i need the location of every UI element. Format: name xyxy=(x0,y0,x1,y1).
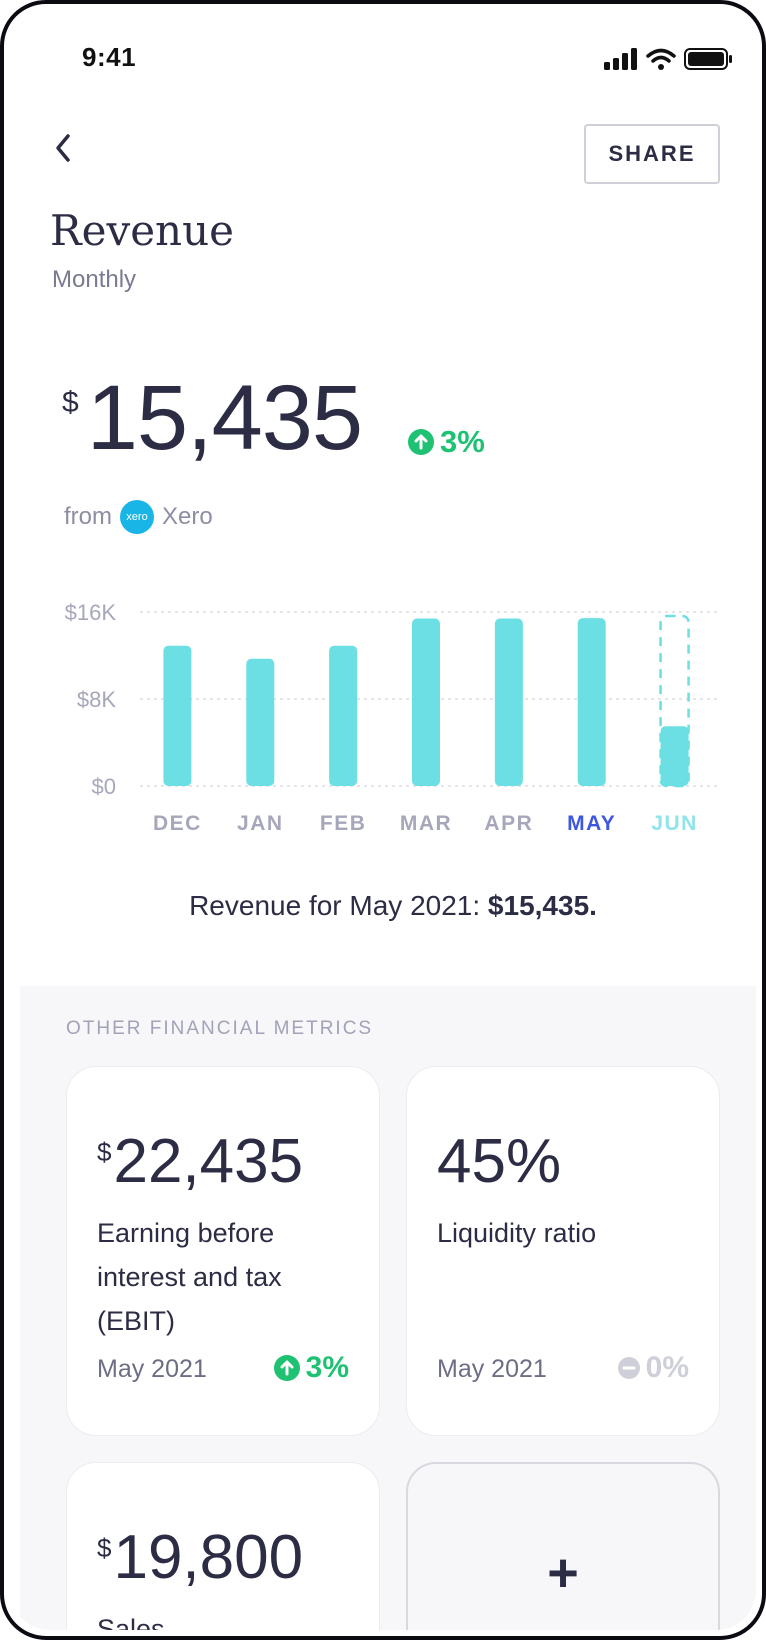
metric-date: May 2021 xyxy=(437,1355,547,1383)
bar-may[interactable] xyxy=(577,618,606,786)
metric-value: $ 19,800 xyxy=(97,1523,303,1593)
metric-date: May 2021 xyxy=(97,1355,207,1383)
chevron-left-icon xyxy=(56,134,70,162)
data-source: from xero Xero xyxy=(64,500,213,534)
revenue-change: 3% xyxy=(408,424,485,460)
wifi-icon xyxy=(646,48,676,70)
metrics-heading: OTHER FINANCIAL METRICS xyxy=(66,1018,374,1039)
y-tick-label: $0 xyxy=(92,774,116,799)
metric-label: Sales xyxy=(97,1614,165,1630)
metric-card-liquidity[interactable]: 45% Liquidity ratio May 2021 0% xyxy=(406,1066,720,1436)
minus-circle-icon xyxy=(617,1357,640,1379)
source-name: Xero xyxy=(162,503,213,530)
metric-label: Liquidity ratio xyxy=(437,1218,597,1248)
revenue-chart: $16K $8K $0 DEC JAN FEB MAR APR MAY JUN xyxy=(65,600,720,835)
y-tick-label: $8K xyxy=(77,687,116,712)
status-icons xyxy=(604,48,732,70)
metric-number: 45% xyxy=(437,1127,562,1196)
metric-change-value: 3% xyxy=(305,1351,349,1384)
metric-currency: $ xyxy=(97,1137,112,1167)
bar-feb[interactable] xyxy=(329,645,358,786)
headline-value: $ 15,435 xyxy=(62,367,363,469)
bar-apr[interactable] xyxy=(494,618,523,786)
add-metric-button[interactable]: + xyxy=(406,1462,720,1630)
x-tick-label[interactable]: MAR xyxy=(400,812,452,835)
caption-value: $15,435. xyxy=(487,890,597,921)
share-button[interactable]: SHARE xyxy=(584,124,720,184)
bar-mar[interactable] xyxy=(412,618,440,786)
metric-label: Earning before interest and tax (EBIT) xyxy=(97,1218,282,1336)
caption-prefix: Revenue for May 2021: xyxy=(189,890,488,921)
status-time: 9:41 xyxy=(82,42,137,72)
revenue-change-value: 3% xyxy=(440,424,485,459)
metric-card-sales[interactable]: $ 19,800 Sales xyxy=(66,1462,380,1630)
plus-icon: + xyxy=(547,1543,579,1603)
metric-card-ebit[interactable]: $ 22,435 Earning before interest and tax… xyxy=(66,1066,380,1436)
page-title: Revenue xyxy=(50,206,235,255)
source-prefix: from xyxy=(64,503,112,530)
metric-change: 3% xyxy=(273,1351,349,1385)
bar-jan[interactable] xyxy=(246,658,275,786)
chart-caption: Revenue for May 2021: $15,435. xyxy=(10,890,756,922)
metric-change: 0% xyxy=(617,1351,689,1385)
arrow-up-circle-icon xyxy=(408,429,434,455)
xero-logo-icon: xero xyxy=(120,500,154,534)
y-tick-label: $16K xyxy=(65,600,117,625)
bar-dec[interactable] xyxy=(163,645,192,786)
currency-symbol: $ xyxy=(62,386,79,419)
metric-number: 19,800 xyxy=(113,1523,304,1592)
metric-value: 45% xyxy=(437,1127,561,1197)
x-tick-label[interactable]: FEB xyxy=(320,812,367,835)
screen: 9:41 SHARE Revenue Monthly $ 15,435 xyxy=(10,10,756,1630)
metric-change-value: 0% xyxy=(645,1351,689,1384)
metric-currency: $ xyxy=(97,1533,112,1563)
bar-jun[interactable] xyxy=(660,726,689,786)
arrow-up-circle-icon xyxy=(273,1355,300,1381)
revenue-value: 15,435 xyxy=(86,367,363,469)
battery-icon xyxy=(684,48,732,70)
x-tick-label[interactable]: DEC xyxy=(153,812,202,835)
x-tick-label[interactable]: JUN xyxy=(651,812,698,835)
cellular-signal-icon xyxy=(604,48,637,70)
x-tick-label[interactable]: MAY xyxy=(567,812,616,835)
back-button[interactable] xyxy=(44,128,84,168)
x-tick-label[interactable]: APR xyxy=(484,812,533,835)
metric-number: 22,435 xyxy=(113,1127,304,1196)
page-subtitle: Monthly xyxy=(52,266,137,293)
x-tick-label[interactable]: JAN xyxy=(237,812,284,835)
metric-value: $ 22,435 xyxy=(97,1127,303,1197)
